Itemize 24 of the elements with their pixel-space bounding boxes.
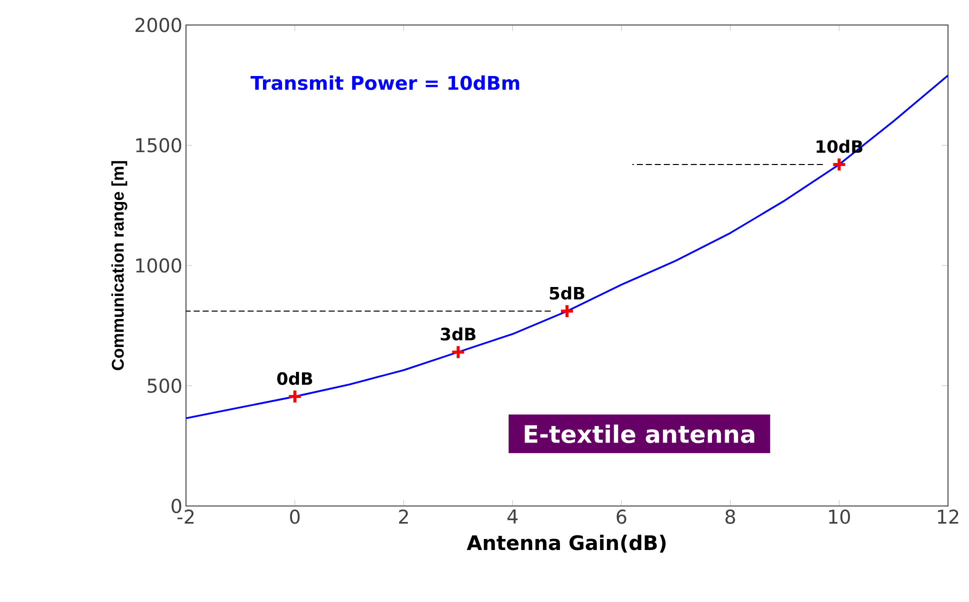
annotation: 3dB: [440, 327, 476, 341]
point: [287, 389, 302, 404]
x-axis-title: Antenna Gain(dB): [466, 534, 666, 553]
x-tick-label: 8: [726, 510, 736, 524]
annotation: 0dB: [277, 372, 312, 386]
y-tick-label: 1500: [136, 138, 182, 152]
y-tick-label: 1000: [136, 258, 182, 273]
y-tick-label: 2000: [136, 18, 182, 32]
point: [560, 304, 575, 319]
x-tick-label: 2: [399, 510, 408, 524]
y-axis-title: Communication range [m]: [111, 161, 128, 370]
x-tick-label: 6: [616, 510, 626, 524]
annotation: 5dB: [550, 286, 584, 300]
line-series: [185, 74, 949, 420]
x-tick-label: 10: [829, 510, 850, 524]
point: [450, 344, 466, 360]
point: [832, 156, 847, 172]
x-tick-label: 0: [290, 510, 300, 524]
x-tick-label: 4: [507, 510, 518, 524]
y-tick-label: 500: [148, 378, 182, 393]
annotation: Transmit Power = 10dBm: [250, 75, 520, 90]
x-tick-label: 12: [938, 510, 958, 524]
annotation: E-textile antenna: [524, 424, 754, 444]
annotation: 10dB: [816, 140, 862, 153]
